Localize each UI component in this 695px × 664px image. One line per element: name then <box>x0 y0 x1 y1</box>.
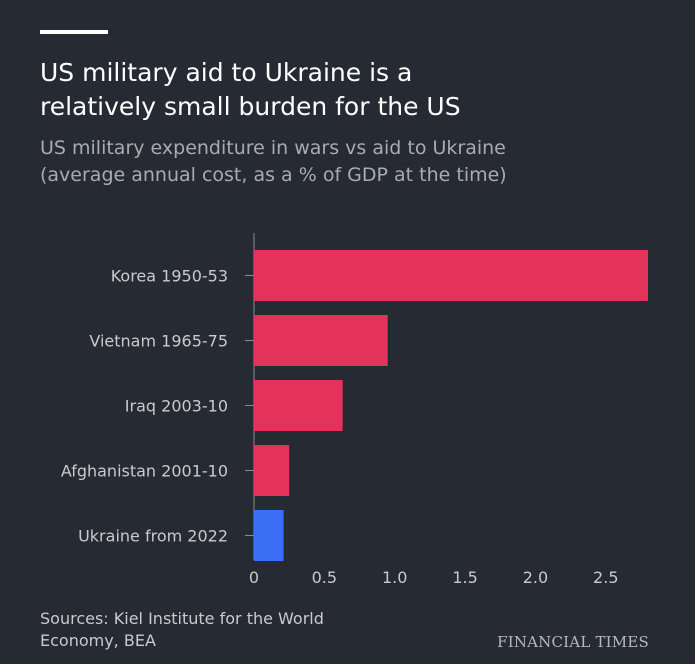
category-label: Korea 1950-53 <box>111 267 228 286</box>
chart-title: US military aid to Ukraine is a relative… <box>40 56 660 124</box>
x-tick-label: 1.5 <box>452 568 477 587</box>
bar-ukraine-from-2022 <box>254 510 284 561</box>
subtitle-line-1: US military expenditure in wars vs aid t… <box>40 137 506 159</box>
title-line-2: relatively small burden for the US <box>40 92 461 121</box>
x-tick-label: 1.0 <box>382 568 407 587</box>
bar-iraq-2003-10 <box>254 380 343 431</box>
source-note: Sources: Kiel Institute for the World Ec… <box>40 608 324 652</box>
chart-subtitle: US military expenditure in wars vs aid t… <box>40 135 670 189</box>
source-line-2: Economy, BEA <box>40 631 156 650</box>
bar-chart: Korea 1950-53 Vietnam 1965-75 Iraq 2003-10… <box>61 233 648 587</box>
category-label: Vietnam 1965-75 <box>89 332 228 351</box>
title-line-1: US military aid to Ukraine is a <box>40 58 413 87</box>
bar-vietnam-1965-75 <box>254 315 388 366</box>
x-tick-label: 0.5 <box>312 568 337 587</box>
bar-afghanistan-2001-10 <box>254 445 290 496</box>
category-label: Ukraine from 2022 <box>78 527 228 546</box>
top-rule <box>40 30 108 34</box>
category-label: Iraq 2003-10 <box>125 397 228 416</box>
bar-korea-1950-53 <box>254 250 648 301</box>
x-tick-label: 2.0 <box>523 568 548 587</box>
x-tick-label: 2.5 <box>593 568 618 587</box>
x-tick-label: 0 <box>249 568 259 587</box>
category-label: Afghanistan 2001-10 <box>61 462 228 481</box>
source-line-1: Sources: Kiel Institute for the World <box>40 609 324 628</box>
subtitle-line-2: (average annual cost, as a % of GDP at t… <box>40 164 507 186</box>
brand-logo: FINANCIAL TIMES <box>497 633 649 651</box>
